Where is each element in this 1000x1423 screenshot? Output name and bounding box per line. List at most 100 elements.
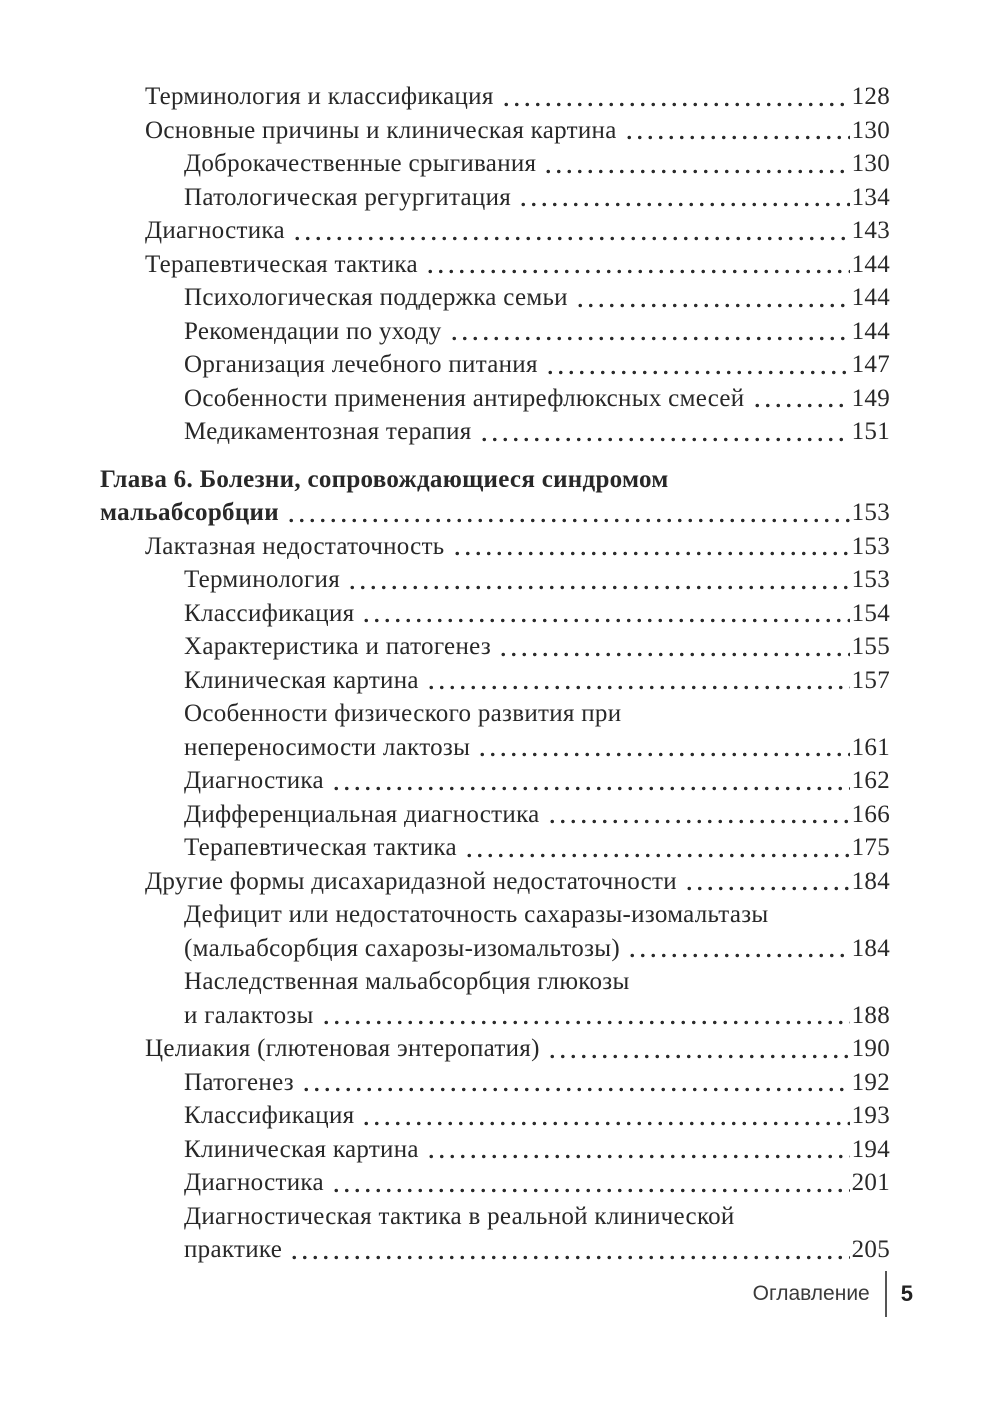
toc-entry-text: Дифференциальная диагностика <box>184 800 540 828</box>
toc-entry-text: Лактазная недостаточность <box>145 532 445 560</box>
dot-leader <box>361 596 850 630</box>
toc-entry: Диагностическая тактика в реальной клини… <box>100 1200 890 1234</box>
toc-entry: Терминология 153 <box>100 563 890 597</box>
toc-entry-text: Терапевтическая тактика <box>184 834 457 861</box>
toc-entry-page: 201 <box>851 1169 890 1196</box>
toc-entry-page: 153 <box>851 499 890 526</box>
toc-entry-text: Терапевтическая тактика <box>145 250 418 278</box>
toc-entry: Диагностика 201 <box>100 1166 890 1200</box>
dot-leader <box>574 281 850 315</box>
dot-leader <box>751 381 850 415</box>
toc-entry-text: Особенности физического развития при <box>184 700 622 727</box>
dot-leader <box>546 1032 850 1066</box>
dot-leader <box>330 1166 850 1200</box>
toc-entry-page: 175 <box>851 834 890 861</box>
toc-entry: Наследственная мальабсорбция глюкозы <box>100 965 890 999</box>
toc-entry-page: 188 <box>851 1001 890 1029</box>
toc-entry-text: Диагностика <box>184 767 324 794</box>
toc-entry-text: Психологическая поддержка семьи <box>184 284 568 311</box>
dot-leader <box>425 663 850 697</box>
toc-entry: Особенности физического развития при <box>100 697 890 731</box>
toc-entry: Дифференциальная диагностика 166 <box>100 797 890 831</box>
dot-leader <box>543 147 850 181</box>
toc-entry-page: 162 <box>851 767 890 794</box>
toc-entry-page: 149 <box>851 384 890 412</box>
toc-entry-text: Доброкачественные срыгивания <box>184 150 537 177</box>
toc-entry-page: 184 <box>851 934 890 962</box>
toc-entry: и галактозы 188 <box>100 998 890 1032</box>
toc-entry: Доброкачественные срыгивания 130 <box>100 147 890 181</box>
toc-entry-text: Диагностическая тактика в реальной клини… <box>184 1202 735 1230</box>
toc-entry: Терапевтическая тактика 175 <box>100 831 890 865</box>
dot-leader <box>683 864 850 898</box>
toc-entry-text: Другие формы дисахаридазной недостаточно… <box>145 867 677 895</box>
dot-leader <box>289 1233 850 1267</box>
dot-leader <box>448 314 850 348</box>
toc-entry-text: Рекомендации по уходу <box>184 317 442 345</box>
toc-entry: (мальабсорбция сахарозы-изомальтозы) 184 <box>100 931 890 965</box>
toc-entry: Диагностика 162 <box>100 764 890 798</box>
dot-leader <box>300 1065 850 1099</box>
dot-leader <box>285 496 850 530</box>
dot-leader <box>425 1132 850 1166</box>
toc-entry: Психологическая поддержка семьи 144 <box>100 281 890 315</box>
toc-entry-text: Целиакия (глютеновая энтеропатия) <box>145 1035 540 1062</box>
dot-leader <box>320 998 850 1032</box>
toc-entry-page: 151 <box>851 418 890 445</box>
dot-leader <box>546 797 850 831</box>
dot-leader <box>478 415 850 449</box>
dot-leader <box>498 630 850 664</box>
dot-leader <box>544 348 850 382</box>
toc-list: Терминология и классификация 128 Основны… <box>100 80 890 1267</box>
toc-entry: Дефицит или недостаточность сахаразы-изо… <box>100 898 890 932</box>
toc-entry: Целиакия (глютеновая энтеропатия) 190 <box>100 1032 890 1066</box>
toc-entry: Терминология и классификация 128 <box>100 80 890 114</box>
toc-entry: Клиническая картина 194 <box>100 1132 890 1166</box>
toc-entry: Рекомендации по уходу 144 <box>100 314 890 348</box>
toc-entry-page: 190 <box>851 1035 890 1062</box>
toc-entry: мальабсорбции 153 <box>100 496 890 530</box>
toc-entry-page: 143 <box>851 217 890 244</box>
toc-entry-page: 154 <box>851 599 890 627</box>
toc-entry-page: 166 <box>851 800 890 828</box>
toc-entry-page: 134 <box>851 183 890 211</box>
dot-leader <box>347 563 850 597</box>
dot-leader <box>626 931 850 965</box>
dot-leader <box>330 764 850 798</box>
toc-entry: Лактазная недостаточность 153 <box>100 529 890 563</box>
toc-entry-page: 205 <box>851 1236 890 1263</box>
toc-entry-text: Диагностика <box>184 1169 324 1196</box>
dot-leader <box>500 80 850 114</box>
dot-leader <box>463 831 850 865</box>
toc-entry-page: 184 <box>851 867 890 895</box>
toc-entry-page: 147 <box>851 351 890 378</box>
toc-entry-text: Глава 6. Болезни, сопровождающиеся синдр… <box>100 465 669 493</box>
toc-entry-page: 153 <box>851 566 890 593</box>
toc-entry-text: Классификация <box>184 1102 355 1129</box>
toc-entry-page: 144 <box>851 284 890 311</box>
toc-entry-text: Клиническая картина <box>184 666 419 694</box>
toc-entry: Диагностика 143 <box>100 214 890 248</box>
toc-entry: практике 205 <box>100 1233 890 1267</box>
toc-entry-page: 130 <box>851 150 890 177</box>
toc-entry-text: Патогенез <box>184 1068 294 1096</box>
toc-entry: Клиническая картина 157 <box>100 663 890 697</box>
toc-entry-page: 161 <box>851 733 890 761</box>
toc-entry-text: непереносимости лактозы <box>184 733 471 761</box>
toc-entry-text: Диагностика <box>145 217 285 244</box>
toc-entry-text: Классификация <box>184 599 355 627</box>
toc-entry-text: и галактозы <box>184 1001 314 1029</box>
toc-entry-text: Организация лечебного питания <box>184 351 538 378</box>
toc-entry-text: Характеристика и патогенез <box>184 633 492 660</box>
toc-entry-text: Основные причины и клиническая картина <box>145 116 617 144</box>
toc-entry-text: мальабсорбции <box>100 499 279 526</box>
dot-leader <box>291 214 850 248</box>
toc-entry: Медикаментозная терапия 151 <box>100 415 890 449</box>
toc-entry-page: 194 <box>851 1135 890 1163</box>
toc-entry-text: Терминология и классификация <box>145 83 494 110</box>
toc-entry-page: 155 <box>851 633 890 660</box>
toc-entry-page: 192 <box>851 1068 890 1096</box>
toc-entry: Глава 6. Болезни, сопровождающиеся синдр… <box>100 463 890 497</box>
footer-section-label: Оглавление <box>752 1282 870 1305</box>
dot-leader <box>424 247 850 281</box>
